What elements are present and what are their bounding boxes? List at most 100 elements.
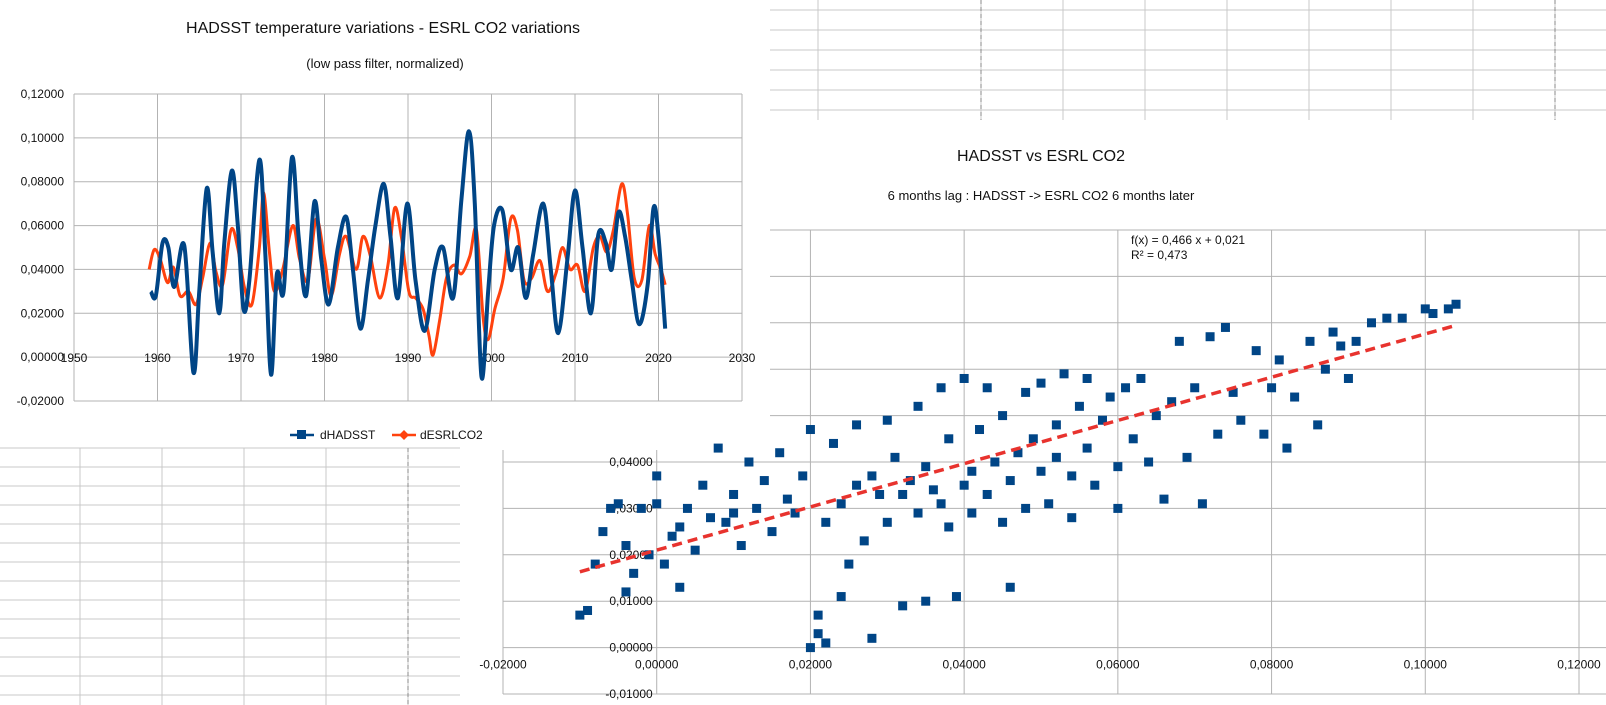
- scatter-point: [898, 489, 908, 499]
- scatter-point: [852, 480, 862, 490]
- scatter-chart-y-tick: 0,02000: [609, 548, 653, 562]
- scatter-point: [1351, 336, 1361, 346]
- scatter-point: [729, 489, 739, 499]
- scatter-point: [836, 592, 846, 602]
- scatter-point: [1274, 355, 1284, 365]
- scatter-point: [844, 559, 854, 569]
- scatter-point: [1267, 383, 1277, 393]
- scatter-point: [598, 527, 608, 537]
- line-chart-y-tick: 0,00000: [21, 350, 65, 364]
- scatter-point: [790, 508, 800, 518]
- scatter-point: [936, 499, 946, 509]
- line-chart-y-tick: 0,04000: [21, 262, 65, 276]
- line-chart-y-tick: 0,02000: [21, 306, 65, 320]
- scatter-point: [1067, 513, 1077, 523]
- scatter-point: [659, 559, 669, 569]
- scatter-chart-y-tick-labels: 0,040000,030000,020000,010000,00000-0,01…: [605, 455, 653, 701]
- scatter-point: [782, 494, 792, 504]
- scatter-point: [1144, 457, 1154, 467]
- scatter-point: [867, 471, 877, 481]
- scatter-point: [1236, 415, 1246, 425]
- legend-dhadsst-label: dHADSST: [320, 428, 376, 442]
- scatter-point: [982, 489, 992, 499]
- scatter-point: [959, 373, 969, 383]
- scatter-point: [1282, 443, 1292, 453]
- scatter-point: [1021, 387, 1031, 397]
- scatter-point: [1151, 411, 1161, 421]
- scatter-point: [890, 452, 900, 462]
- scatter-point: [1397, 313, 1407, 323]
- scatter-point: [1451, 299, 1461, 309]
- scatter-point: [1036, 466, 1046, 476]
- scatter-chart-x-tick: 0,04000: [942, 658, 986, 672]
- scatter-point: [652, 499, 662, 509]
- scatter-point: [1059, 369, 1069, 379]
- line-chart-x-tick: 1980: [311, 351, 338, 365]
- scatter-point: [675, 582, 685, 592]
- scatter-point: [1182, 452, 1192, 462]
- scatter-chart-y-tick: -0,01000: [605, 687, 653, 701]
- line-chart-y-tick: 0,08000: [21, 175, 65, 189]
- scatter-point: [990, 457, 1000, 467]
- scatter-point: [736, 541, 746, 551]
- scatter-point: [644, 550, 654, 560]
- scatter-point: [828, 438, 838, 448]
- scatter-point: [1343, 373, 1353, 383]
- line-chart-series: [147, 129, 668, 381]
- scatter-point: [944, 522, 954, 532]
- line-chart-x-tick: 1950: [61, 351, 88, 365]
- scatter-point: [813, 610, 823, 620]
- trendline-line: [579, 323, 1457, 574]
- scatter-point: [606, 503, 616, 513]
- line-chart-y-tick-labels: 0,12000 0,10000 0,08000 0,06000 0,04000 0,020…: [17, 87, 65, 408]
- scatter-point: [575, 610, 585, 620]
- scatter-point: [1097, 415, 1107, 425]
- scatter-point: [713, 443, 723, 453]
- scatter-chart-y-tick: 0,00000: [609, 641, 653, 655]
- scatter-point: [882, 517, 892, 527]
- scatter-point: [1190, 383, 1200, 393]
- scatter-point: [767, 527, 777, 537]
- scatter-point: [1205, 332, 1215, 342]
- line-chart-x-tick: 1970: [228, 351, 255, 365]
- scatter-point: [944, 434, 954, 444]
- line-chart-y-tick: 0,12000: [21, 87, 65, 101]
- scatter-chart-x-tick: -0,02000: [479, 658, 527, 672]
- scatter-point: [1167, 397, 1177, 407]
- scatter-point: [928, 485, 938, 495]
- scatter-point: [805, 425, 815, 435]
- scatter-point: [1420, 304, 1430, 314]
- scatter-point: [1121, 383, 1131, 393]
- scatter-chart-background-lower: [468, 440, 1606, 705]
- scatter-chart-x-tick-labels: -0,02000 0,00000 0,02000 0,04000 0,06000 0,08…: [479, 658, 1601, 672]
- scatter-point: [859, 536, 869, 546]
- scatter-point: [1021, 503, 1031, 513]
- spreadsheet-cells-bottom-left: [0, 447, 460, 705]
- line-chart-legend: dHADSST dESRLCO2: [290, 428, 483, 442]
- scatter-point: [759, 476, 769, 486]
- scatter-point: [1328, 327, 1338, 337]
- line-chart-x-tick: 2020: [645, 351, 672, 365]
- scatter-point: [1320, 364, 1330, 374]
- scatter-point: [1228, 387, 1238, 397]
- scatter-point: [1028, 434, 1038, 444]
- scatter-point: [959, 480, 969, 490]
- line-chart-y-tick: 0,06000: [21, 219, 65, 233]
- scatter-point: [583, 605, 593, 615]
- scatter-point: [951, 592, 961, 602]
- scatter-point: [836, 499, 846, 509]
- scatter-point: [1259, 429, 1269, 439]
- scatter-chart-x-tick: 0,06000: [1096, 658, 1140, 672]
- scatter-point: [1428, 309, 1438, 319]
- scatter-point: [921, 462, 931, 472]
- scatter-point: [1336, 341, 1346, 351]
- scatter-point: [667, 531, 677, 541]
- scatter-point: [1382, 313, 1392, 323]
- scatter-chart-x-tick: 0,00000: [635, 658, 679, 672]
- series-line-dhadsst: [149, 129, 668, 381]
- scatter-point: [675, 522, 685, 532]
- scatter-chart-x-tick: 0,08000: [1250, 658, 1294, 672]
- scatter-point: [1113, 503, 1123, 513]
- scatter-chart: HADSST vs ESRL CO2 6 months lag : HADSST…: [468, 122, 1606, 705]
